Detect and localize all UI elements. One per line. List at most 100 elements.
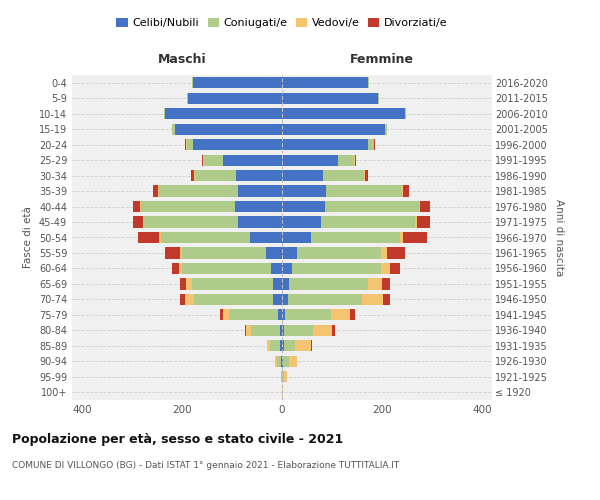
Bar [400, 232, 403, 243]
Bar [402, 186, 403, 196]
Bar [187, 139, 193, 150]
Bar [282, 216, 321, 228]
Bar [281, 356, 282, 367]
Bar [140, 201, 235, 212]
Bar [282, 124, 385, 134]
Bar [282, 154, 338, 166]
Bar [289, 356, 297, 367]
Bar [368, 278, 382, 289]
Bar [238, 216, 282, 228]
Bar [266, 248, 282, 258]
Bar [273, 294, 282, 305]
Bar [284, 371, 287, 382]
Bar [153, 186, 158, 196]
Bar [282, 278, 289, 289]
Bar [282, 371, 284, 382]
Bar [179, 263, 182, 274]
Bar [267, 340, 270, 351]
Bar [203, 154, 204, 166]
Text: Femmine: Femmine [350, 52, 414, 66]
Bar [415, 216, 417, 228]
Bar [180, 248, 182, 258]
Bar [172, 263, 179, 274]
Bar [354, 154, 355, 166]
Y-axis label: Anni di nascita: Anni di nascita [554, 199, 565, 276]
Bar [282, 92, 378, 104]
Bar [338, 154, 354, 166]
Bar [282, 263, 292, 274]
Bar [374, 139, 375, 150]
Bar [323, 170, 364, 181]
Bar [282, 325, 284, 336]
Bar [325, 201, 419, 212]
Bar [229, 310, 278, 320]
Bar [139, 201, 140, 212]
Bar [284, 325, 313, 336]
Bar [204, 154, 223, 166]
Y-axis label: Fasce di età: Fasce di età [23, 206, 33, 268]
Bar [270, 340, 280, 351]
Bar [245, 325, 251, 336]
Bar [282, 77, 368, 88]
Bar [194, 170, 195, 181]
Bar [278, 310, 282, 320]
Bar [159, 186, 238, 196]
Bar [143, 216, 144, 228]
Bar [164, 108, 282, 120]
Bar [282, 139, 368, 150]
Bar [202, 154, 203, 166]
Bar [288, 294, 362, 305]
Bar [368, 139, 374, 150]
Text: Popolazione per età, sesso e stato civile - 2021: Popolazione per età, sesso e stato civil… [12, 432, 343, 446]
Bar [236, 170, 282, 181]
Bar [275, 356, 277, 367]
Bar [368, 77, 369, 88]
Bar [297, 248, 381, 258]
Bar [282, 232, 311, 243]
Bar [180, 278, 186, 289]
Bar [188, 92, 282, 104]
Bar [362, 294, 383, 305]
Bar [220, 310, 223, 320]
Bar [251, 325, 280, 336]
Bar [195, 170, 236, 181]
Bar [186, 139, 187, 150]
Bar [280, 340, 282, 351]
Bar [193, 77, 282, 88]
Text: COMUNE DI VILLONGO (BG) - Dati ISTAT 1° gennaio 2021 - Elaborazione TUTTITALIA.I: COMUNE DI VILLONGO (BG) - Dati ISTAT 1° … [12, 460, 399, 469]
Bar [187, 92, 188, 104]
Bar [382, 278, 390, 289]
Bar [138, 232, 159, 243]
Bar [381, 248, 387, 258]
Bar [404, 108, 406, 120]
Bar [165, 248, 180, 258]
Bar [282, 248, 297, 258]
Bar [193, 139, 282, 150]
Bar [238, 186, 282, 196]
Bar [383, 294, 390, 305]
Bar [282, 340, 284, 351]
Bar [419, 201, 430, 212]
Bar [180, 294, 185, 305]
Bar [284, 340, 295, 351]
Bar [387, 248, 404, 258]
Bar [182, 248, 266, 258]
Bar [144, 216, 238, 228]
Bar [159, 232, 161, 243]
Bar [417, 216, 430, 228]
Bar [158, 186, 159, 196]
Bar [390, 263, 400, 274]
Bar [403, 186, 409, 196]
Bar [185, 294, 194, 305]
Bar [282, 386, 283, 398]
Bar [185, 139, 186, 150]
Bar [381, 263, 390, 274]
Legend: Celibi/Nubili, Coniugati/e, Vedovi/e, Divorziati/e: Celibi/Nubili, Coniugati/e, Vedovi/e, Di… [114, 16, 450, 30]
Bar [313, 325, 332, 336]
Bar [282, 170, 323, 181]
Bar [289, 278, 368, 289]
Bar [355, 154, 356, 166]
Bar [192, 77, 193, 88]
Bar [194, 294, 273, 305]
Bar [235, 201, 282, 212]
